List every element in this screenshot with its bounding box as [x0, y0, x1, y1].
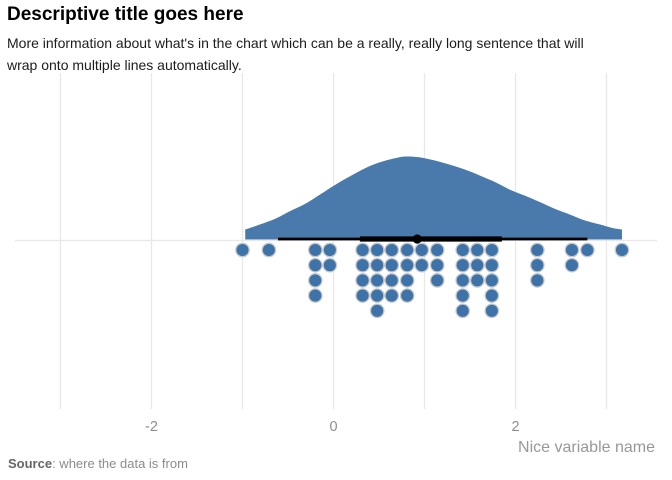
data-dot: [384, 273, 400, 288]
data-dot: [369, 242, 385, 258]
data-dot: [355, 242, 370, 258]
data-dot: [307, 257, 323, 273]
data-dot: [455, 242, 471, 258]
data-dot: [455, 303, 471, 319]
data-dot: [429, 242, 445, 258]
x-tick-label: -2: [145, 419, 158, 435]
x-tick-label: 2: [511, 419, 519, 435]
data-dot: [484, 242, 500, 258]
data-dot: [469, 257, 485, 273]
data-dot: [355, 288, 370, 303]
data-dot: [399, 288, 415, 303]
data-dot: [469, 273, 485, 288]
data-dot: [564, 242, 580, 258]
data-dot: [529, 273, 545, 288]
data-dot: [369, 288, 385, 303]
data-dot: [564, 257, 580, 273]
data-dot: [484, 303, 500, 319]
chart-title: Descriptive title goes here: [7, 4, 244, 25]
data-dot: [261, 242, 277, 258]
data-dot: [429, 257, 445, 273]
data-dot: [455, 257, 471, 273]
data-dot: [399, 242, 415, 258]
x-axis-label: Nice variable name: [518, 439, 655, 456]
density-curve: [245, 156, 622, 240]
chart-subtitle: More information about what's in the cha…: [7, 35, 584, 73]
data-dot: [484, 257, 500, 273]
data-dot: [384, 242, 400, 258]
data-dot: [384, 288, 400, 303]
data-dot: [355, 273, 370, 288]
data-dot: [322, 257, 338, 273]
data-dot: [455, 288, 471, 303]
data-dot: [384, 257, 400, 273]
data-dot: [529, 242, 545, 258]
data-dot: [429, 273, 445, 288]
data-dot: [484, 288, 500, 303]
x-tick-label: 0: [329, 419, 337, 435]
data-dot: [235, 242, 250, 258]
source-label: Source: [8, 456, 53, 471]
source-text: : where the data is from: [52, 456, 188, 471]
source-line: Source: where the data is from: [8, 456, 188, 471]
data-dot: [307, 288, 323, 303]
data-dot: [369, 273, 385, 288]
data-dot: [399, 257, 415, 273]
data-dot: [469, 242, 485, 258]
data-dot: [307, 273, 323, 288]
data-dot: [355, 257, 370, 273]
data-dot: [414, 242, 430, 258]
data-dot: [369, 303, 385, 319]
data-dot: [414, 257, 430, 273]
data-dot: [455, 273, 471, 288]
data-dot: [307, 242, 323, 258]
data-dot: [614, 242, 630, 258]
data-dot: [529, 257, 545, 273]
data-dot: [369, 257, 385, 273]
data-dot: [399, 273, 415, 288]
median-point: [412, 234, 422, 244]
data-dot: [580, 242, 595, 258]
data-dot: [322, 242, 338, 258]
data-dot: [484, 273, 500, 288]
